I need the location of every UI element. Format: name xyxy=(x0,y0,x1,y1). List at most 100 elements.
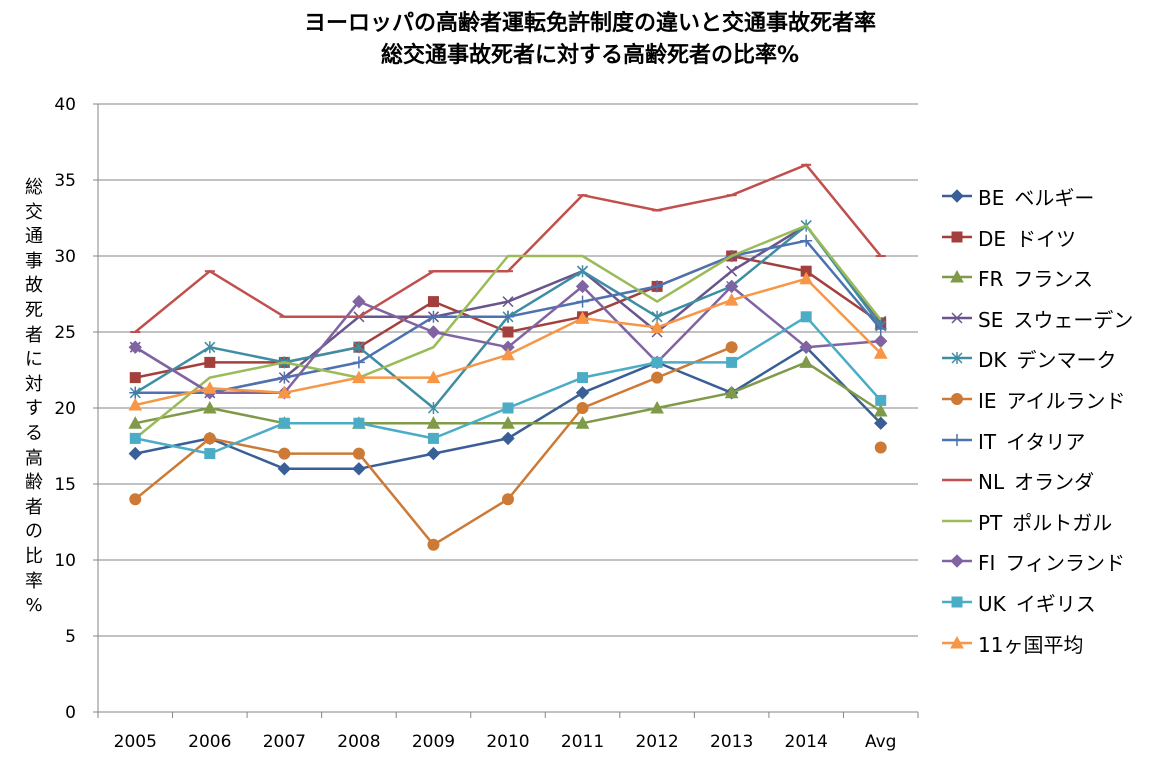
y-axis-title-char: % xyxy=(25,595,43,617)
series-se-point xyxy=(726,265,738,277)
series-uk-point xyxy=(427,432,439,444)
series-fi-point xyxy=(724,279,739,294)
series-it xyxy=(129,234,887,399)
series-it-point xyxy=(129,386,142,399)
y-axis-title-char: 事 xyxy=(25,250,43,272)
series-11ヶ国平均-point xyxy=(202,381,217,394)
y-axis-title-char: 比 xyxy=(25,545,43,567)
y-tick-label: 40 xyxy=(54,95,76,115)
y-axis-title-char: 死 xyxy=(25,299,43,321)
series-nl xyxy=(130,163,886,333)
series-uk-point xyxy=(875,394,887,406)
series-fr-point xyxy=(724,385,739,399)
y-tick-label: 0 xyxy=(65,703,76,723)
legend-item-11ヶ国平均: 11ヶ国平均 xyxy=(940,627,1168,657)
series-11ヶ国平均-point xyxy=(426,370,441,384)
legend-item-se: SE スウェーデン xyxy=(940,302,1168,332)
y-axis-title-char: 対 xyxy=(25,373,43,395)
series-de-point xyxy=(502,326,514,338)
series-uk-point xyxy=(502,402,514,414)
legend-swatch xyxy=(942,596,972,608)
series-fr-point xyxy=(426,416,441,429)
series-fi-point xyxy=(874,334,888,348)
legend-label: FI フィンランド xyxy=(978,551,1126,576)
series-fr-point xyxy=(575,416,590,429)
series-fi-point xyxy=(426,325,441,339)
series-uk-point xyxy=(800,311,812,323)
series-be-point xyxy=(575,386,590,400)
series-fr-point xyxy=(202,400,217,414)
series-se-line xyxy=(134,224,882,395)
y-axis-title-char: 齢 xyxy=(25,472,43,494)
legend-label: IE アイルランド xyxy=(978,389,1126,413)
legend-swatch xyxy=(942,519,972,523)
series-fi-point xyxy=(575,279,590,294)
x-tick-label: 2007 xyxy=(263,732,306,752)
legend-item-ie: IE アイルランド xyxy=(940,383,1168,413)
y-axis-title-char: 総 xyxy=(25,177,43,198)
y-axis-title-char: 故 xyxy=(25,275,43,297)
legend-swatch xyxy=(942,352,972,365)
series-ie-point xyxy=(427,538,440,551)
series-11ヶ国平均 xyxy=(128,271,888,411)
x-tick-label: 2008 xyxy=(337,732,380,752)
series-ie-point xyxy=(352,447,365,460)
series-11ヶ国平均-point xyxy=(277,385,292,399)
series-ie xyxy=(129,341,887,551)
series-11ヶ国平均-point xyxy=(128,397,143,411)
series-it-point xyxy=(278,371,291,384)
x-tick-label: 2009 xyxy=(412,732,455,752)
legend-swatch xyxy=(942,312,972,324)
series-uk-point xyxy=(129,432,141,444)
series-ie-point xyxy=(129,493,142,506)
series-de-point xyxy=(427,296,439,308)
y-axis-title-char: 交 xyxy=(25,201,43,223)
y-tick-label: 35 xyxy=(54,171,76,191)
legend-item-it: IT イタリア xyxy=(940,424,1168,454)
series-fi-point xyxy=(352,294,366,309)
legend-item-pt: PT ポルトガル xyxy=(940,505,1168,535)
y-axis-title-char: 通 xyxy=(25,226,43,248)
x-tick-label: 2010 xyxy=(486,732,529,752)
series-uk xyxy=(129,311,887,460)
series-de-point xyxy=(129,372,141,384)
legend-label: DE ドイツ xyxy=(978,226,1077,251)
series-dk-point xyxy=(353,341,365,354)
legend-item-be: BE ベルギー xyxy=(940,180,1168,210)
y-axis-title-char: す xyxy=(25,398,43,420)
series-pt xyxy=(134,224,882,440)
series-be-point xyxy=(277,462,292,476)
legend-swatch xyxy=(942,433,972,446)
y-axis-title-char: る xyxy=(25,422,43,444)
series-ie-point xyxy=(651,371,664,384)
legend-swatch xyxy=(942,231,972,243)
series-pt-line xyxy=(134,224,882,440)
series-fr-point xyxy=(650,400,664,414)
chart-title: ヨーロッパの高齢者運転免許制度の違いと交通事故死者率 総交通事故死者に対する高齢… xyxy=(200,8,980,72)
series-uk-point xyxy=(726,356,738,368)
legend-label: IT イタリア xyxy=(978,429,1086,454)
x-tick-label: 2013 xyxy=(710,732,753,752)
y-axis-title-char: 高 xyxy=(25,447,43,469)
x-tick-label: 2011 xyxy=(561,732,604,752)
legend-item-uk: UK イギリス xyxy=(940,586,1168,616)
y-axis-title-char: 者 xyxy=(25,324,43,346)
series-be-point xyxy=(501,431,515,446)
legend-swatch xyxy=(942,393,972,405)
series-ie-point xyxy=(725,341,738,354)
series-uk-point xyxy=(278,417,290,429)
series-ie-point xyxy=(874,441,887,454)
series-11ヶ国平均-point xyxy=(799,271,814,285)
series-fi xyxy=(128,279,888,400)
x-tick-label: 2012 xyxy=(635,732,678,752)
series-11ヶ国平均-point xyxy=(352,370,366,384)
legend-label: SE スウェーデン xyxy=(978,307,1134,332)
series-dk-point xyxy=(427,402,439,414)
y-tick-label: 25 xyxy=(54,323,76,343)
x-tick-label: Avg xyxy=(865,732,897,752)
series-11ヶ国平均-point xyxy=(724,293,739,306)
series-be-point xyxy=(426,446,441,461)
legend-label: PT ポルトガル xyxy=(978,510,1113,535)
series-ie-point xyxy=(278,447,291,460)
series-be-point xyxy=(128,446,142,461)
